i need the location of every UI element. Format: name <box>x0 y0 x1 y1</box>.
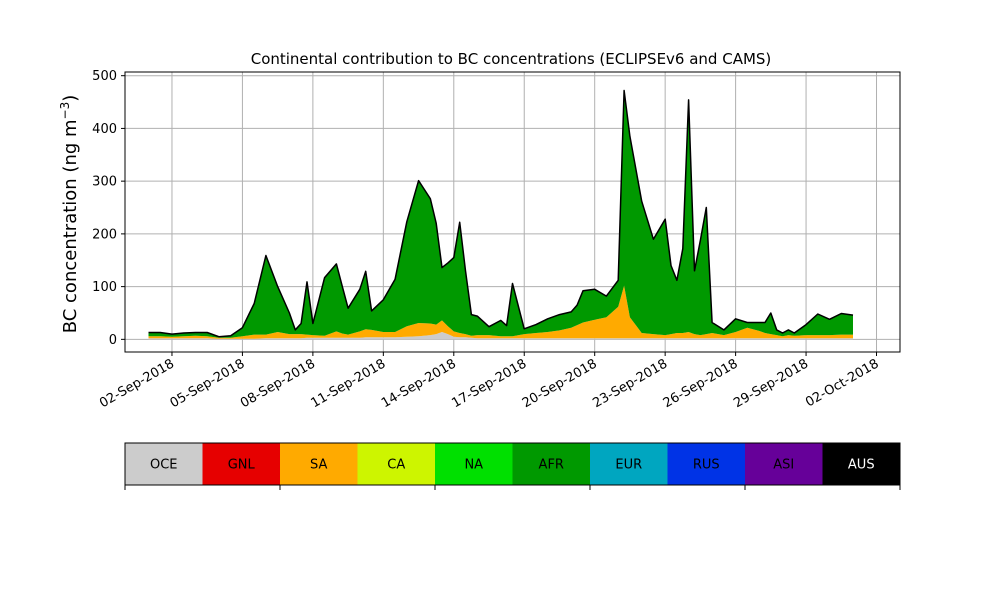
legend-colorbar: OCE GNL SA CA NA AFR EUR RUS ASI AUS <box>124 442 901 490</box>
chart-title: Continental contribution to BC concentra… <box>251 50 772 68</box>
legend-swatch-afr <box>512 443 590 485</box>
x-tick-label: 11-Sep-2018 <box>309 356 389 411</box>
y-tick-label: 500 <box>92 69 117 84</box>
legend-label-ca: CA <box>387 458 405 473</box>
legend-swatch-gnl <box>202 443 280 485</box>
x-axis-ticks: 02-Sep-201805-Sep-201808-Sep-201811-Sep-… <box>97 352 882 411</box>
legend-label-oce: OCE <box>150 458 178 473</box>
legend-swatch-eur <box>590 443 668 485</box>
legend-swatch-oce <box>125 443 203 485</box>
x-tick-label: 17-Sep-2018 <box>449 356 529 411</box>
x-tick-label: 23-Sep-2018 <box>590 356 670 411</box>
legend-swatch-aus <box>822 443 900 485</box>
legend-frame <box>124 442 901 486</box>
x-tick-label: 20-Sep-2018 <box>520 356 600 411</box>
legend-swatch-asi <box>745 443 823 485</box>
x-tick-label: 29-Sep-2018 <box>731 356 811 411</box>
x-tick-label: 02-Oct-2018 <box>803 356 881 410</box>
legend-swatch-na <box>435 443 513 485</box>
area-oce <box>148 332 853 340</box>
legend-label-sa: SA <box>310 458 327 473</box>
legend-swatch-rus <box>667 443 745 485</box>
axes-frame <box>124 71 901 353</box>
legend-label-rus: RUS <box>693 458 720 473</box>
x-tick-label: 02-Sep-2018 <box>97 356 177 411</box>
y-axis-ticks: 0 100 200 300 400 500 <box>92 69 125 348</box>
y-tick-label: 200 <box>92 227 117 242</box>
legend-swatch-ca <box>357 443 435 485</box>
axes <box>124 71 901 353</box>
y-tick-label: 400 <box>92 122 117 137</box>
x-tick-label: 08-Sep-2018 <box>238 356 318 411</box>
x-tick-label: 14-Sep-2018 <box>379 356 459 411</box>
y-tick-label: 0 <box>109 333 117 348</box>
y-tick-label: 300 <box>92 175 117 190</box>
legend-label-aus: AUS <box>848 458 875 473</box>
stacked-areas <box>148 89 854 340</box>
legend-label-afr: AFR <box>539 458 564 473</box>
legend-label-asi: ASI <box>773 458 794 473</box>
y-tick-label: 100 <box>92 280 117 295</box>
total-outline <box>148 89 854 338</box>
x-tick-label: 05-Sep-2018 <box>168 356 248 411</box>
legend-label-na: NA <box>464 458 483 473</box>
legend-label-eur: EUR <box>615 458 642 473</box>
legend-label-gnl: GNL <box>228 458 256 473</box>
x-tick-label: 26-Sep-2018 <box>661 356 741 411</box>
legend-swatch-sa <box>280 443 358 485</box>
y-axis-label: BC concentration (ng m−3) <box>58 95 81 334</box>
